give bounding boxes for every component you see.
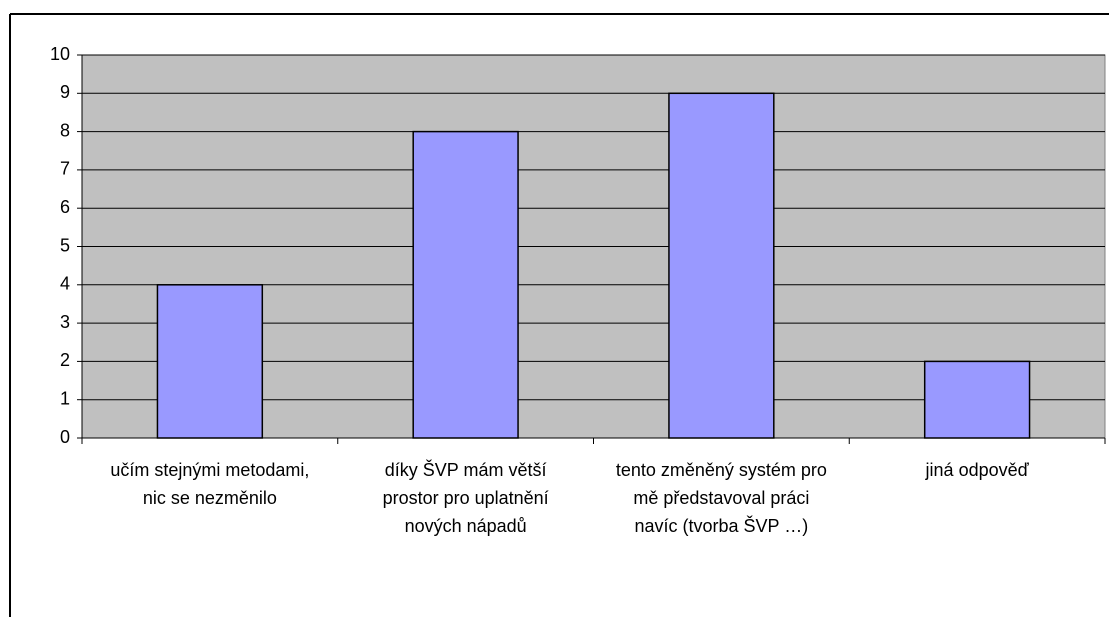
y-tick-label: 6 bbox=[60, 197, 70, 217]
bar bbox=[668, 92, 775, 439]
y-tick-label: 10 bbox=[50, 44, 70, 64]
y-tick-label: 2 bbox=[60, 350, 70, 370]
y-tick-label: 7 bbox=[60, 159, 70, 179]
y-tick-label: 0 bbox=[60, 427, 70, 447]
y-tick-label: 5 bbox=[60, 235, 70, 255]
y-tick-label: 9 bbox=[60, 82, 70, 102]
bar bbox=[923, 360, 1031, 439]
x-tick-label: učím stejnými metodami, nic se nezměnilo bbox=[110, 460, 310, 508]
bar bbox=[156, 284, 264, 439]
y-tick-label: 1 bbox=[60, 388, 70, 408]
y-tick-label: 8 bbox=[60, 120, 70, 140]
bar bbox=[412, 130, 519, 439]
y-tick-label: 3 bbox=[60, 312, 70, 332]
y-tick-label: 4 bbox=[60, 274, 70, 294]
x-tick-label: jiná odpověď bbox=[925, 460, 1029, 480]
x-tick-label: díky ŠVP mám větší prostor pro uplatnění… bbox=[382, 460, 549, 536]
x-tick-label: tento změněný systém pro mě představoval… bbox=[615, 460, 827, 536]
